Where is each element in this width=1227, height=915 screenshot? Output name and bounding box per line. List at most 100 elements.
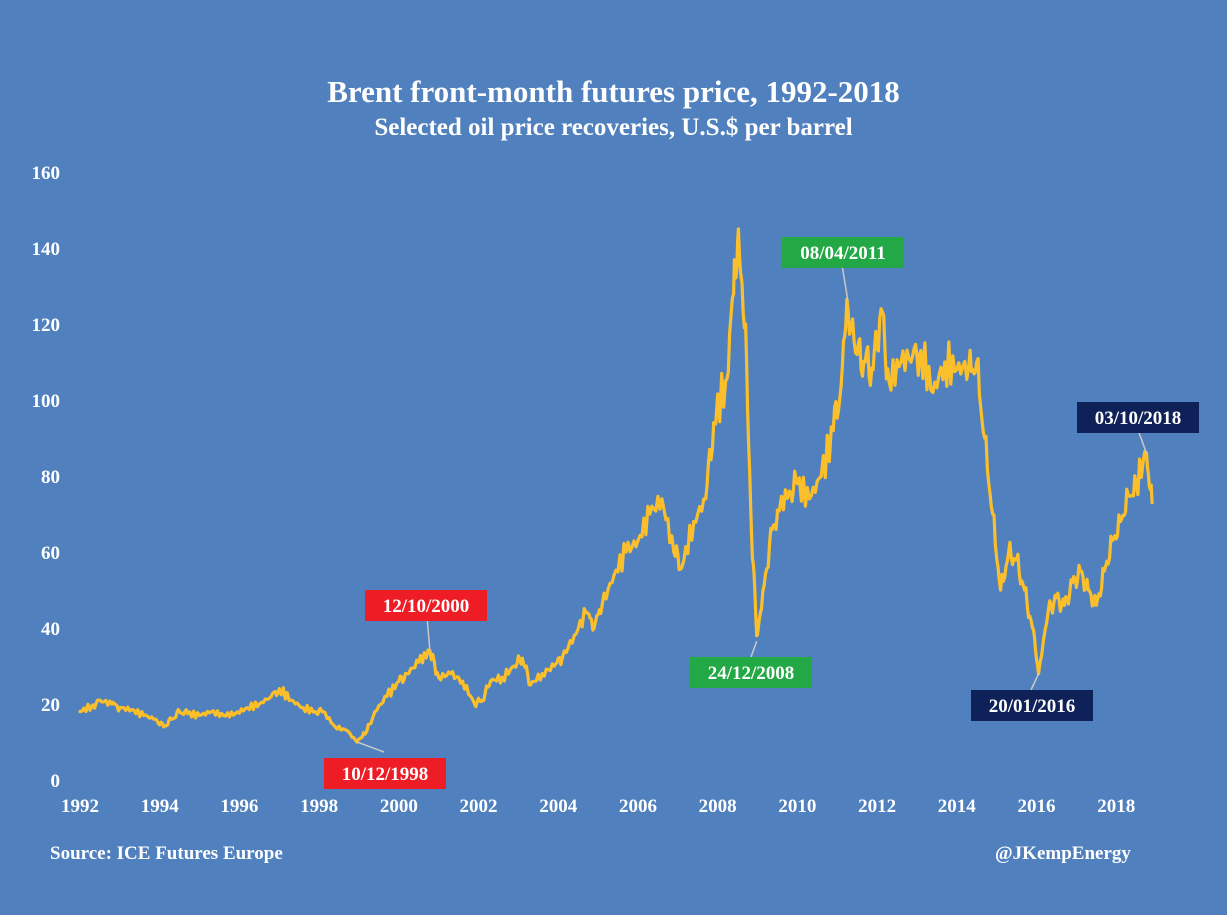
data-point (257, 702, 261, 706)
data-point (321, 710, 325, 714)
data-point (540, 672, 544, 676)
data-point (1086, 588, 1090, 592)
y-tick-label: 140 (32, 239, 61, 260)
data-point (749, 531, 754, 535)
data-point (233, 711, 238, 716)
data-point (743, 322, 748, 326)
data-point (480, 698, 485, 702)
data-point (879, 307, 883, 311)
data-point (449, 672, 453, 676)
data-point (365, 729, 369, 733)
x-tick-label: 2006 (619, 796, 657, 817)
annotation-leader (1030, 673, 1040, 691)
data-point (863, 360, 867, 364)
x-tick-label: 2004 (539, 796, 578, 817)
annotation-box (971, 690, 1093, 721)
data-point (795, 482, 799, 486)
x-tick-label: 2010 (778, 796, 816, 817)
data-point (437, 675, 441, 680)
data-point (461, 679, 465, 683)
data-point (110, 702, 114, 706)
data-point (373, 710, 377, 714)
x-tick-label: 2018 (1097, 796, 1135, 817)
annotations: 10/12/1998 12/10/2000 24/12/2008 08/04/2011… (324, 237, 1199, 789)
data-point (775, 508, 780, 512)
y-tick-label: 40 (41, 619, 60, 640)
data-point (736, 227, 740, 231)
data-point (289, 698, 293, 702)
data-point (1102, 569, 1106, 573)
y-axis: 0 20 40 60 80 100 120 140 160 (32, 163, 61, 792)
data-point (855, 352, 859, 356)
data-point (520, 656, 524, 661)
annotation-label: 12/10/2000 (383, 596, 470, 617)
source-note: Source: ICE Futures Europe (50, 843, 283, 864)
x-tick-label: 2000 (380, 796, 418, 817)
price-line (79, 227, 1154, 744)
data-point (724, 379, 728, 383)
data-point (887, 379, 891, 383)
author-credit: @JKempEnergy (995, 843, 1131, 864)
data-point (1110, 539, 1114, 543)
data-point (919, 349, 923, 353)
data-point (552, 664, 556, 668)
data-point (767, 542, 772, 547)
annotation-box (690, 657, 812, 688)
annotation-box (782, 237, 904, 268)
data-point (712, 421, 716, 425)
data-point (245, 706, 249, 710)
data-point (1150, 501, 1154, 505)
y-tick-label: 20 (41, 695, 60, 716)
data-point (500, 675, 505, 680)
data-point (624, 550, 628, 554)
data-point (397, 679, 401, 683)
data-point (807, 497, 811, 501)
data-point (333, 725, 337, 729)
data-point (1007, 550, 1011, 554)
data-point (911, 352, 915, 356)
x-tick-label: 2012 (858, 796, 896, 817)
y-tick-label: 80 (41, 467, 60, 488)
data-point (1054, 596, 1059, 600)
annotation-box (365, 590, 487, 621)
data-point (1062, 603, 1067, 607)
chart-subtitle: Selected oil price recoveries, U.S.$ per… (374, 114, 853, 141)
data-point (1094, 603, 1098, 607)
data-point (269, 694, 273, 699)
data-point (692, 520, 696, 524)
data-point (787, 489, 792, 493)
data-point (98, 698, 102, 702)
data-point (572, 634, 576, 638)
y-tick-label: 100 (32, 391, 61, 412)
data-point (600, 603, 604, 607)
data-point (1134, 482, 1138, 486)
data-point (846, 307, 850, 311)
data-point (1078, 569, 1082, 573)
annotation-box (324, 758, 446, 789)
data-point (975, 360, 979, 364)
x-tick-label: 2014 (938, 796, 977, 817)
annotation-leader (356, 741, 385, 753)
data-point (221, 713, 226, 718)
data-point (999, 588, 1003, 592)
annotation-leader (426, 616, 431, 651)
x-tick-label: 1996 (220, 796, 258, 817)
data-point (1046, 607, 1051, 611)
data-point (385, 694, 389, 699)
data-point (170, 717, 174, 721)
data-point (680, 565, 684, 569)
x-tick-label: 2002 (460, 796, 498, 817)
data-point (560, 656, 564, 661)
data-point (967, 364, 971, 368)
annotation-leader (750, 641, 758, 658)
data-point (162, 725, 166, 729)
data-point (636, 539, 640, 543)
data-point (943, 360, 947, 364)
y-tick-label: 160 (32, 163, 61, 184)
data-point (1126, 493, 1130, 497)
data-point (955, 368, 959, 372)
data-point (90, 704, 94, 708)
x-tick-label: 2008 (699, 796, 737, 817)
data-point (648, 512, 652, 516)
data-point (472, 702, 477, 706)
